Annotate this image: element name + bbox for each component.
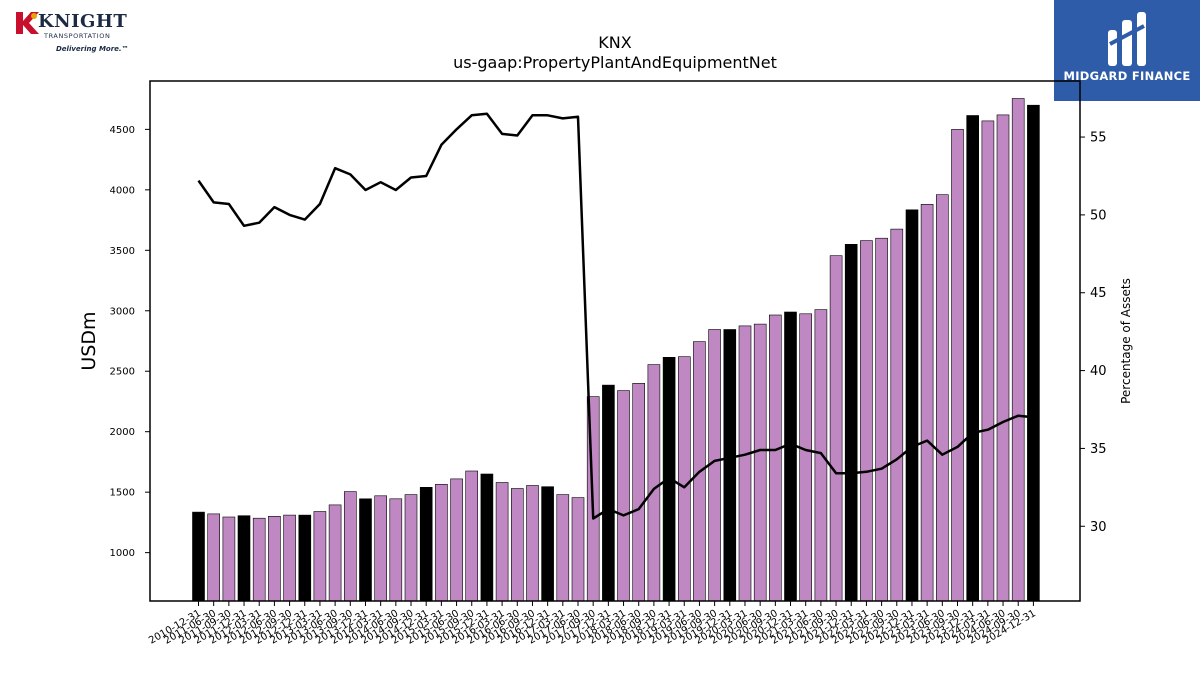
bar-2012-09-30	[283, 514, 296, 602]
y-tick-label: 2500	[110, 367, 135, 378]
y2-tick-label: 55	[1090, 131, 1107, 146]
bar-2023-12-31	[966, 115, 980, 602]
bar-2019-12-31	[723, 329, 737, 602]
chart-subtitle: us-gaap:PropertyPlantAndEquipmentNet	[453, 53, 777, 72]
company-logo-text: KNIGHT	[38, 11, 128, 32]
y-tick-label: 3000	[110, 306, 135, 317]
bar-2014-09-30	[404, 494, 418, 602]
bar-2014-12-31	[419, 486, 433, 602]
y2-axis-label: Percentage of Assets	[1119, 278, 1133, 404]
bar-2014-03-31	[374, 495, 388, 602]
bar-2016-06-30	[510, 488, 524, 602]
bar-2021-03-31	[799, 313, 813, 602]
bar-2024-12-31	[1027, 104, 1040, 602]
y-tick-label: 2000	[110, 427, 135, 438]
knight-k-icon	[16, 12, 39, 34]
bar-2022-12-31	[905, 209, 919, 602]
bar-2013-06-30	[328, 504, 342, 602]
company-logo: KNIGHT TRANSPORTATION Delivering More.™	[12, 8, 130, 54]
bar-2015-12-31	[480, 473, 494, 602]
bar-2010-12-31	[192, 511, 205, 602]
bar-2021-12-31	[844, 244, 858, 602]
chart-title: KNX	[598, 33, 631, 52]
y-axis-label: USDm	[78, 311, 100, 370]
bar-2018-09-30	[647, 364, 661, 602]
bar-2020-03-31	[738, 325, 752, 602]
line-series	[197, 112, 1034, 520]
bar-2011-09-30	[222, 516, 236, 602]
bar-2015-03-31	[435, 483, 448, 602]
sponsor-logo: MIDGARD FINANCE	[1054, 0, 1200, 101]
x-axis: 2010-12-312011-06-302011-09-302011-12-31…	[147, 601, 1038, 647]
bar-2011-12-31	[237, 515, 251, 602]
bar-2023-09-30	[951, 129, 964, 602]
bar-2016-09-30	[526, 485, 539, 602]
bar-2020-12-31	[784, 311, 797, 602]
company-logo-subtext: TRANSPORTATION	[44, 32, 111, 40]
bar-2021-06-30	[814, 309, 828, 602]
midgard-glyph-icon	[1108, 12, 1146, 66]
bar-2022-06-30	[875, 237, 888, 602]
bar-2024-03-31	[981, 120, 995, 602]
y-tick-label: 4000	[110, 185, 135, 196]
percentage-line	[197, 112, 1034, 520]
sponsor-logo-text: MIDGARD FINANCE	[1063, 69, 1191, 83]
bar-2018-03-31	[617, 390, 630, 602]
bar-series	[192, 98, 1040, 602]
bar-2024-09-30	[1011, 98, 1025, 602]
bar-2015-06-30	[450, 478, 463, 602]
company-tagline: Delivering More.™	[56, 45, 129, 53]
bar-2013-12-31	[359, 498, 372, 602]
bar-2014-06-30	[389, 498, 403, 602]
y-tick-label: 4500	[110, 125, 135, 136]
y2-tick-label: 45	[1090, 286, 1107, 301]
bar-2017-03-31	[556, 494, 570, 602]
bar-2020-06-30	[753, 323, 767, 602]
bar-2017-12-31	[602, 384, 615, 602]
y2-tick-label: 50	[1090, 208, 1107, 223]
y-tick-label: 1000	[110, 548, 135, 559]
bar-2012-12-31	[298, 514, 312, 602]
y-axis-left: 1000 1500 2000 2500 3000 3500 4000 4500	[110, 125, 150, 559]
plot-frame	[149, 80, 1081, 602]
y2-tick-label: 40	[1090, 364, 1107, 379]
bar-2017-06-30	[571, 497, 585, 602]
bar-2012-03-31	[252, 517, 266, 602]
bar-2016-03-31	[495, 482, 509, 602]
y-axis-right: 30 35 40 45 50 55	[1080, 131, 1107, 535]
bar-2023-03-31	[920, 204, 934, 602]
y2-tick-label: 35	[1090, 442, 1107, 457]
bar-2023-06-30	[935, 194, 949, 602]
bar-2011-06-30	[207, 513, 220, 602]
bar-2022-03-31	[860, 240, 873, 602]
bar-2019-03-31	[677, 356, 691, 602]
bar-2024-06-30	[996, 114, 1010, 602]
bar-2015-09-30	[465, 470, 479, 602]
bar-2022-09-30	[890, 228, 904, 602]
bar-2013-03-31	[313, 511, 327, 602]
bar-2020-09-30	[768, 314, 782, 602]
y-tick-label: 1500	[110, 488, 135, 499]
bar-2012-06-30	[268, 515, 281, 602]
y-tick-label: 3500	[110, 246, 135, 257]
bar-2018-06-30	[632, 382, 646, 602]
bar-2016-12-31	[541, 486, 554, 602]
bar-2021-09-30	[829, 255, 843, 602]
bar-2013-09-30	[343, 491, 357, 602]
y2-tick-label: 30	[1090, 520, 1107, 535]
